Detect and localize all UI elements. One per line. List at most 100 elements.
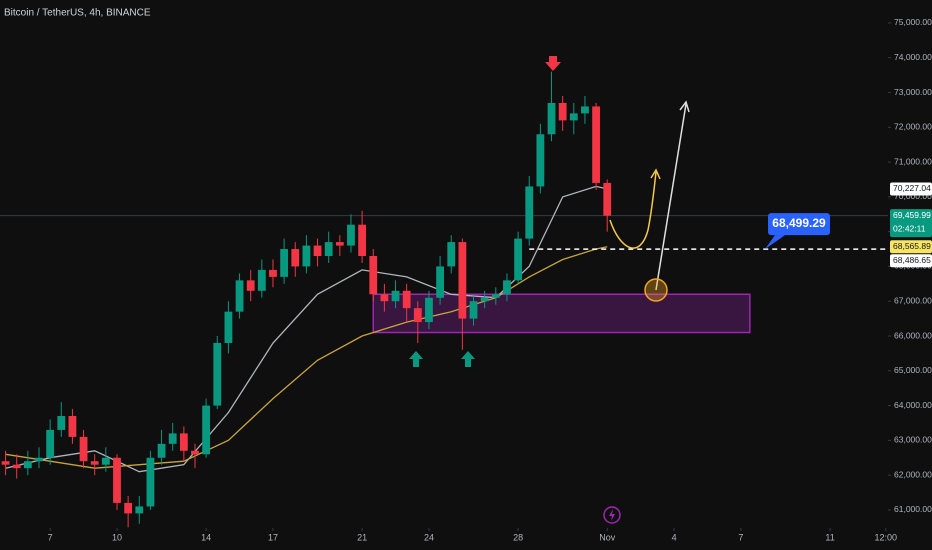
candle-body [514, 238, 522, 281]
candle-body [57, 416, 66, 430]
candle-body [603, 182, 612, 216]
candle-body [480, 297, 489, 302]
candle-body [90, 461, 99, 465]
price-label-box [890, 209, 932, 238]
candle-body [224, 311, 233, 343]
y-tick-label: 74,000.00 [894, 52, 932, 62]
candle-body [280, 249, 289, 277]
y-tick-label: 71,000.00 [894, 156, 932, 166]
candle-body [46, 429, 55, 458]
candle-body [101, 457, 110, 465]
candle-body [436, 266, 444, 298]
candle-body [302, 245, 311, 267]
candle-body [592, 106, 600, 183]
candle-body [536, 134, 545, 187]
callout-box [768, 213, 830, 236]
candle-body [79, 436, 88, 462]
candle-body [425, 297, 433, 323]
candle-body [291, 249, 300, 267]
candle-body [179, 433, 188, 451]
candle-body [369, 256, 378, 295]
candle-body [35, 457, 43, 462]
projection-path [609, 171, 657, 249]
x-tick-label: 7 [48, 532, 53, 542]
candle-body [246, 280, 255, 291]
target-circle [644, 278, 668, 302]
candle-body [324, 242, 333, 256]
candle-body [146, 457, 155, 507]
candle-body [413, 308, 422, 323]
y-tick-label: 67,000.00 [894, 295, 932, 305]
x-tick-label: 11 [825, 532, 834, 542]
candle-body [113, 457, 121, 503]
price-label: 69,459.99 [893, 210, 931, 220]
projection-arrowhead [650, 168, 661, 180]
candle-body [503, 280, 511, 295]
x-tick-label: Nov [599, 532, 616, 542]
candle-body [547, 102, 556, 135]
candle-body [23, 461, 32, 469]
candle-body [558, 102, 567, 121]
y-tick-label: 73,000.00 [894, 87, 932, 97]
x-tick-label: 17 [268, 532, 278, 542]
candle-body [380, 294, 389, 302]
candle-body [358, 224, 367, 256]
y-tick-label: 75,000.00 [894, 17, 932, 27]
x-tick-label: 24 [424, 532, 434, 542]
price-label-box [890, 182, 932, 196]
price-label-box [890, 240, 932, 254]
y-tick-label: 70,000.00 [894, 191, 932, 201]
candle-body [157, 443, 166, 458]
y-tick-label: 64,000.00 [894, 400, 932, 410]
y-tick-label: 61,000.00 [894, 504, 932, 514]
candle-body [12, 464, 21, 469]
candle-body [458, 242, 467, 319]
candle-body [335, 242, 344, 246]
candle-body [347, 224, 355, 246]
candle-body [269, 269, 277, 277]
candle-body [202, 405, 211, 455]
x-tick-label: 4 [672, 532, 677, 542]
price-label: 68,565.89 [893, 241, 931, 251]
candle-body [135, 506, 144, 514]
price-label: 70,227.04 [893, 183, 931, 193]
candle-body [447, 242, 456, 267]
x-tick-label: 28 [513, 532, 523, 542]
candle-body [168, 433, 177, 444]
callout-pointer [765, 235, 785, 250]
event-icon [603, 506, 621, 524]
y-tick-label: 65,000.00 [894, 365, 932, 375]
candle-body [191, 450, 199, 455]
candle-body [569, 113, 578, 121]
y-tick-label: 66,000.00 [894, 330, 932, 340]
projection-arrowhead [679, 100, 690, 113]
event-icon-bolt [609, 509, 615, 521]
candle-body [213, 342, 222, 406]
x-tick-label: 10 [112, 532, 122, 542]
candle-body [391, 290, 400, 302]
candle-body [491, 294, 500, 298]
y-tick-label: 62,000.00 [894, 469, 932, 479]
chart-title: Bitcoin / TetherUS, 4h, BINANCE [4, 8, 151, 19]
x-tick-label: 21 [357, 532, 367, 542]
down-arrow-marker [545, 56, 561, 71]
up-arrow-marker [409, 351, 423, 367]
candle-body [257, 269, 266, 291]
candle-body [402, 290, 411, 309]
projection-arrow [655, 103, 687, 291]
plot-area [0, 71, 888, 528]
candle-body [235, 280, 244, 312]
candle-body [124, 502, 133, 514]
up-arrow-marker [461, 351, 475, 367]
candle-body [469, 301, 478, 319]
candle-body [313, 245, 322, 256]
y-tick-label: 63,000.00 [894, 435, 932, 445]
candle-body [1, 461, 10, 465]
candle-body [581, 106, 589, 114]
price-label-box [890, 254, 932, 268]
x-tick-label: 12:00 [875, 532, 898, 542]
countdown-label: 02:42:11 [893, 223, 926, 233]
callout-label: 68,499.29 [772, 216, 826, 230]
support-zone [372, 293, 751, 334]
candle-body [525, 186, 534, 239]
